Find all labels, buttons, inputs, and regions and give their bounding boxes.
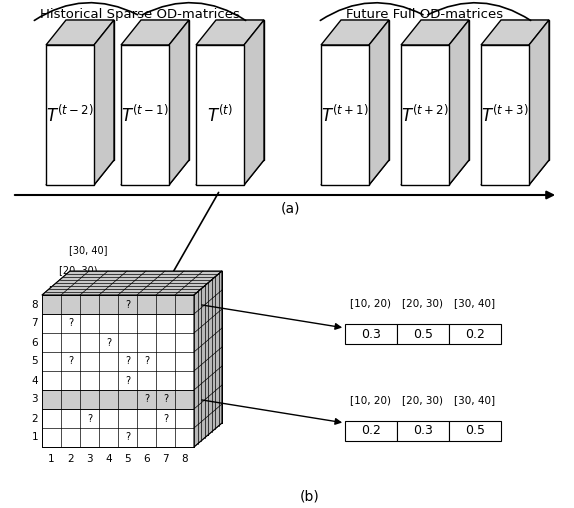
Text: 0.2: 0.2 [361,425,381,437]
Polygon shape [196,20,264,45]
Polygon shape [449,324,501,344]
Text: ?: ? [144,357,149,366]
Text: 2: 2 [32,414,38,424]
Polygon shape [397,324,449,344]
Text: 4: 4 [105,454,112,464]
Text: [30, 40]: [30, 40] [455,298,495,308]
Text: [10, 20): [10, 20) [351,395,391,405]
Polygon shape [42,295,194,314]
Polygon shape [397,421,449,441]
Text: Future Full OD-matrices: Future Full OD-matrices [347,8,503,21]
Polygon shape [345,421,397,441]
Text: $T^{(t-2)}$: $T^{(t-2)}$ [46,105,94,125]
Text: 0.3: 0.3 [361,328,381,340]
Text: 1: 1 [48,454,55,464]
Text: ?: ? [87,414,92,424]
Text: $T^{(t-1)}$: $T^{(t-1)}$ [121,105,169,125]
Polygon shape [369,20,389,185]
Text: [20, 30): [20, 30) [402,395,444,405]
Text: 0.5: 0.5 [413,328,433,340]
Text: $T^{(t+3)}$: $T^{(t+3)}$ [481,105,529,125]
Text: [30, 40]: [30, 40] [455,395,495,405]
Polygon shape [169,20,189,185]
Text: [10, 20): [10, 20) [49,285,87,295]
Polygon shape [196,45,244,185]
Polygon shape [244,20,264,185]
Text: ?: ? [163,395,168,404]
Text: 6: 6 [143,454,150,464]
Text: 5: 5 [124,454,131,464]
Polygon shape [56,283,208,435]
Text: ?: ? [125,300,130,309]
Polygon shape [481,160,549,185]
Polygon shape [121,160,189,185]
Text: $T^{(t)}$: $T^{(t)}$ [207,105,233,125]
Polygon shape [501,20,549,160]
Polygon shape [42,295,194,447]
Polygon shape [141,20,189,160]
Text: ?: ? [144,395,149,404]
Polygon shape [46,160,114,185]
Text: $T^{(t+1)}$: $T^{(t+1)}$ [321,105,369,125]
Text: 7: 7 [32,319,38,329]
Polygon shape [321,160,389,185]
Polygon shape [42,390,194,409]
Polygon shape [70,271,222,423]
Text: 0.3: 0.3 [413,425,433,437]
Text: 5: 5 [32,357,38,366]
Text: ?: ? [125,357,130,366]
Polygon shape [481,45,529,185]
Polygon shape [121,45,169,185]
Polygon shape [42,271,222,295]
Polygon shape [449,20,469,185]
Text: 8: 8 [181,454,188,464]
Text: ?: ? [125,432,130,442]
Polygon shape [94,20,114,185]
Text: ?: ? [68,319,73,329]
Polygon shape [216,20,264,160]
Text: ?: ? [125,375,130,386]
Text: 4: 4 [32,375,38,386]
Text: ?: ? [163,414,168,424]
Polygon shape [46,45,94,185]
Polygon shape [196,160,264,185]
Text: 8: 8 [32,300,38,309]
Polygon shape [481,20,549,45]
Text: 6: 6 [32,337,38,347]
Polygon shape [66,20,114,160]
Text: 3: 3 [86,454,93,464]
Text: (b): (b) [300,490,320,504]
Polygon shape [401,20,469,45]
Text: 0.5: 0.5 [465,425,485,437]
Text: [30, 40]: [30, 40] [69,245,107,255]
Polygon shape [321,20,389,45]
Text: 3: 3 [32,395,38,404]
Polygon shape [421,20,469,160]
Text: 1: 1 [32,432,38,442]
Text: $T^{(t+2)}$: $T^{(t+2)}$ [401,105,449,125]
Text: ?: ? [68,357,73,366]
Text: (a): (a) [280,201,300,215]
Text: 0.2: 0.2 [465,328,485,340]
Text: 7: 7 [162,454,169,464]
Polygon shape [401,45,449,185]
Text: ?: ? [106,337,111,347]
Polygon shape [345,324,397,344]
Polygon shape [194,271,222,447]
Text: [10, 20): [10, 20) [351,298,391,308]
Text: [20, 30): [20, 30) [59,265,98,275]
Polygon shape [401,160,469,185]
Text: 2: 2 [67,454,74,464]
Polygon shape [341,20,389,160]
Polygon shape [321,45,369,185]
Polygon shape [46,20,114,45]
Text: [20, 30): [20, 30) [402,298,444,308]
Polygon shape [529,20,549,185]
Polygon shape [121,20,189,45]
Polygon shape [449,421,501,441]
Text: Historical Sparse OD-matrices: Historical Sparse OD-matrices [40,8,240,21]
